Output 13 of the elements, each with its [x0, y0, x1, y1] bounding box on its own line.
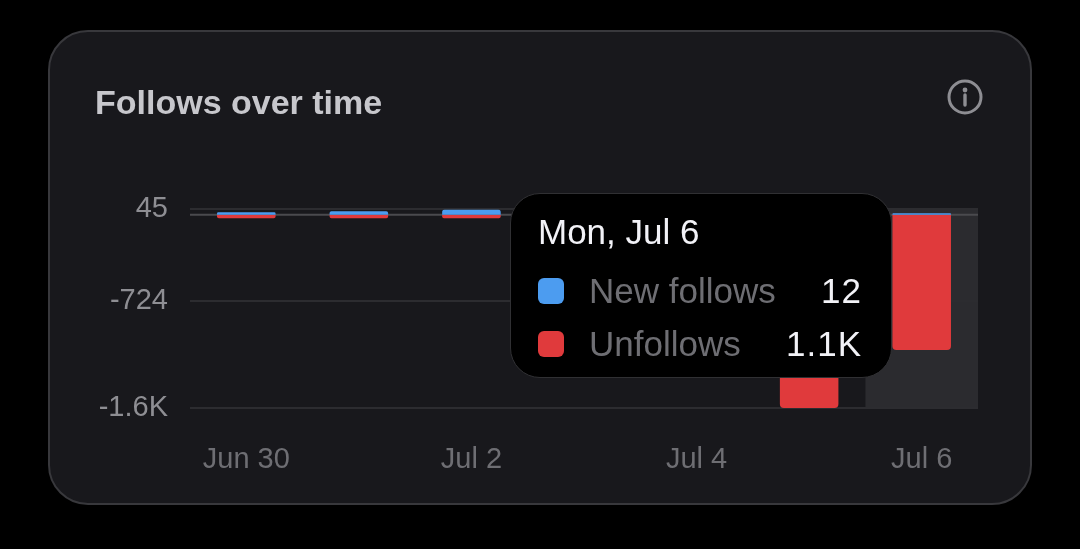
x-tick-label: Jul 4: [665, 442, 728, 475]
annotation: 1.1K: [786, 323, 862, 364]
legend-label: New follows: [589, 270, 777, 311]
y-tick-label: -1.6K: [98, 390, 169, 422]
annotation: 12: [821, 270, 862, 311]
x-tick-label: Jul 6: [891, 442, 953, 475]
x-tick-label: Jun 30: [202, 442, 290, 475]
x-tick-label: Jul 2: [440, 442, 503, 475]
y-tick-label: -724: [109, 282, 168, 315]
legend-title: Mon, Jul 6: [538, 211, 701, 253]
chart-title: Follows over time: [95, 82, 383, 122]
y-tick-label: 45: [135, 191, 168, 224]
legend-label: Unfollows: [589, 323, 742, 364]
